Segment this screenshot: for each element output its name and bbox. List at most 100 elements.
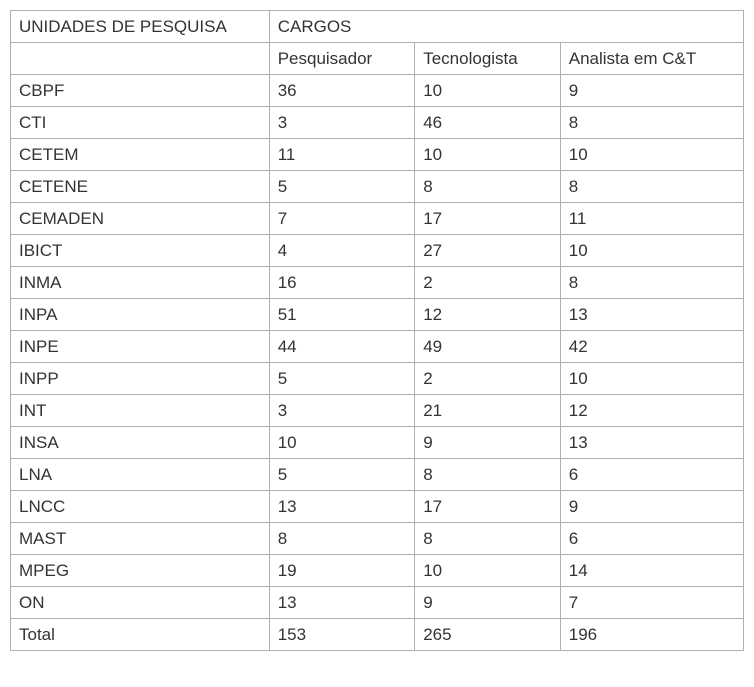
cell-pesquisador: 3 [269, 395, 415, 427]
cell-pesquisador: 7 [269, 203, 415, 235]
cell-tecnologista: 12 [415, 299, 561, 331]
cell-analista: 11 [560, 203, 743, 235]
table-row: LNA586 [11, 459, 744, 491]
cell-analista: 42 [560, 331, 743, 363]
cell-pesquisador: 19 [269, 555, 415, 587]
cell-unit: Total [11, 619, 270, 651]
cell-tecnologista: 49 [415, 331, 561, 363]
cell-analista: 8 [560, 171, 743, 203]
cell-unit: INSA [11, 427, 270, 459]
cell-tecnologista: 17 [415, 491, 561, 523]
cell-tecnologista: 21 [415, 395, 561, 427]
cell-unit: INT [11, 395, 270, 427]
cell-unit: CTI [11, 107, 270, 139]
cell-analista: 10 [560, 363, 743, 395]
cell-tecnologista: 8 [415, 459, 561, 491]
table-row: CETENE588 [11, 171, 744, 203]
cell-unit: MAST [11, 523, 270, 555]
table-row: CETEM111010 [11, 139, 744, 171]
cell-pesquisador: 5 [269, 363, 415, 395]
cell-analista: 196 [560, 619, 743, 651]
cell-pesquisador: 11 [269, 139, 415, 171]
header-row-2: Pesquisador Tecnologista Analista em C&T [11, 43, 744, 75]
table-row: LNCC13179 [11, 491, 744, 523]
cell-analista: 8 [560, 107, 743, 139]
table-row: Total153265196 [11, 619, 744, 651]
cell-pesquisador: 3 [269, 107, 415, 139]
cell-tecnologista: 8 [415, 523, 561, 555]
header-tecnologista: Tecnologista [415, 43, 561, 75]
cell-pesquisador: 5 [269, 459, 415, 491]
cell-unit: MPEG [11, 555, 270, 587]
cell-tecnologista: 8 [415, 171, 561, 203]
cell-analista: 13 [560, 427, 743, 459]
cell-pesquisador: 4 [269, 235, 415, 267]
cell-pesquisador: 8 [269, 523, 415, 555]
table-row: INPP5210 [11, 363, 744, 395]
table-row: MPEG191014 [11, 555, 744, 587]
cell-analista: 13 [560, 299, 743, 331]
header-empty [11, 43, 270, 75]
cell-pesquisador: 44 [269, 331, 415, 363]
cell-tecnologista: 9 [415, 587, 561, 619]
cell-unit: INPA [11, 299, 270, 331]
cell-analista: 7 [560, 587, 743, 619]
cell-analista: 12 [560, 395, 743, 427]
cell-tecnologista: 46 [415, 107, 561, 139]
table-row: CTI3468 [11, 107, 744, 139]
cell-pesquisador: 5 [269, 171, 415, 203]
cell-tecnologista: 10 [415, 75, 561, 107]
cell-analista: 9 [560, 75, 743, 107]
header-cargos: CARGOS [269, 11, 743, 43]
cell-unit: CBPF [11, 75, 270, 107]
cell-unit: ON [11, 587, 270, 619]
cell-pesquisador: 13 [269, 587, 415, 619]
cell-tecnologista: 10 [415, 555, 561, 587]
cell-unit: LNA [11, 459, 270, 491]
cell-unit: CETENE [11, 171, 270, 203]
cell-pesquisador: 10 [269, 427, 415, 459]
cell-unit: INPE [11, 331, 270, 363]
cell-tecnologista: 265 [415, 619, 561, 651]
header-unidades: UNIDADES DE PESQUISA [11, 11, 270, 43]
header-row-1: UNIDADES DE PESQUISA CARGOS [11, 11, 744, 43]
table-row: INT32112 [11, 395, 744, 427]
table-row: CEMADEN71711 [11, 203, 744, 235]
header-analista: Analista em C&T [560, 43, 743, 75]
cell-pesquisador: 36 [269, 75, 415, 107]
cell-pesquisador: 153 [269, 619, 415, 651]
cell-analista: 10 [560, 235, 743, 267]
cell-pesquisador: 16 [269, 267, 415, 299]
table-row: INSA10913 [11, 427, 744, 459]
table-body: UNIDADES DE PESQUISA CARGOS Pesquisador … [11, 11, 744, 651]
cell-unit: IBICT [11, 235, 270, 267]
table-row: CBPF36109 [11, 75, 744, 107]
table-row: INMA1628 [11, 267, 744, 299]
cell-unit: LNCC [11, 491, 270, 523]
table-row: ON1397 [11, 587, 744, 619]
table-row: IBICT42710 [11, 235, 744, 267]
cell-unit: CEMADEN [11, 203, 270, 235]
cell-unit: INMA [11, 267, 270, 299]
cell-tecnologista: 17 [415, 203, 561, 235]
cell-tecnologista: 2 [415, 363, 561, 395]
cell-tecnologista: 10 [415, 139, 561, 171]
cell-tecnologista: 9 [415, 427, 561, 459]
cell-analista: 6 [560, 523, 743, 555]
cell-tecnologista: 27 [415, 235, 561, 267]
cell-analista: 6 [560, 459, 743, 491]
cell-pesquisador: 51 [269, 299, 415, 331]
research-units-table: UNIDADES DE PESQUISA CARGOS Pesquisador … [10, 10, 744, 651]
cell-analista: 10 [560, 139, 743, 171]
table-row: INPA511213 [11, 299, 744, 331]
cell-analista: 14 [560, 555, 743, 587]
table-row: INPE444942 [11, 331, 744, 363]
cell-unit: CETEM [11, 139, 270, 171]
cell-unit: INPP [11, 363, 270, 395]
cell-pesquisador: 13 [269, 491, 415, 523]
header-pesquisador: Pesquisador [269, 43, 415, 75]
table-row: MAST886 [11, 523, 744, 555]
cell-analista: 9 [560, 491, 743, 523]
cell-tecnologista: 2 [415, 267, 561, 299]
cell-analista: 8 [560, 267, 743, 299]
